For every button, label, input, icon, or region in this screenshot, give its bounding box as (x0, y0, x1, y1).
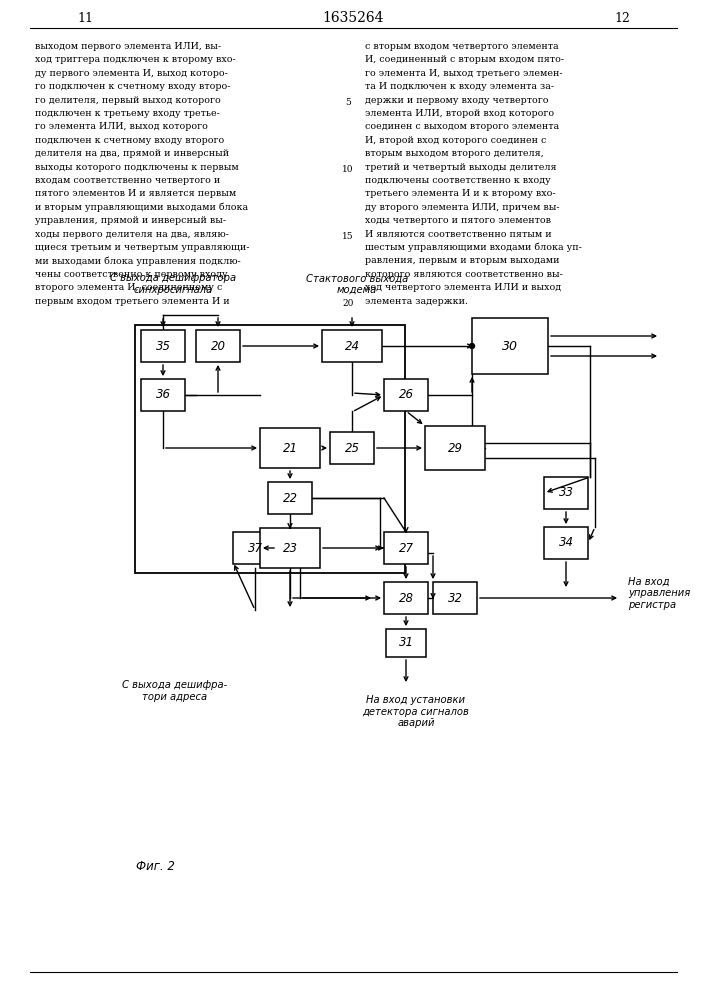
Bar (384, 532, 428, 564)
Text: ду первого элемента И, выход которо-: ду первого элемента И, выход которо- (35, 69, 228, 78)
Bar (322, 330, 382, 362)
Text: И, второй вход которого соединен с: И, второй вход которого соединен с (365, 136, 547, 145)
Text: го элемента И, выход третьего элемен-: го элемента И, выход третьего элемен- (365, 69, 563, 78)
Text: 21: 21 (283, 442, 298, 454)
Bar (233, 532, 277, 564)
Text: 10: 10 (342, 165, 354, 174)
Text: 28: 28 (399, 591, 414, 604)
Text: щиеся третьим и четвертым управляющи-: щиеся третьим и четвертым управляющи- (35, 243, 250, 252)
Text: 22: 22 (283, 491, 298, 504)
Text: шестым управляющими входами блока уп-: шестым управляющими входами блока уп- (365, 243, 582, 252)
Text: Фиг. 2: Фиг. 2 (136, 860, 175, 873)
Text: 27: 27 (399, 542, 414, 554)
Text: 34: 34 (559, 536, 573, 550)
Text: 25: 25 (344, 442, 359, 454)
Text: 1635264: 1635264 (323, 11, 384, 25)
Text: подключены соответственно к входу: подключены соответственно к входу (365, 176, 551, 185)
Bar (260, 528, 320, 568)
Text: С выхода дешифратора
синхросигнала: С выхода дешифратора синхросигнала (110, 273, 236, 295)
Text: выходом первого элемента ИЛИ, вы-: выходом первого элемента ИЛИ, вы- (35, 42, 221, 51)
Text: делителя на два, прямой и инверсный: делителя на два, прямой и инверсный (35, 149, 229, 158)
Text: 29: 29 (448, 442, 462, 454)
Text: элемента ИЛИ, второй вход которого: элемента ИЛИ, второй вход которого (365, 109, 554, 118)
Text: С выхода дешифра-
тори адреса: С выхода дешифра- тори адреса (122, 680, 228, 702)
Text: подключен к третьему входу третье-: подключен к третьему входу третье- (35, 109, 220, 118)
Text: которого являются соответственно вы-: которого являются соответственно вы- (365, 270, 563, 279)
Text: 11: 11 (77, 11, 93, 24)
Text: 12: 12 (614, 11, 630, 24)
Bar (384, 379, 428, 411)
Text: 23: 23 (283, 542, 298, 554)
Bar (268, 482, 312, 514)
Text: 20: 20 (211, 340, 226, 353)
Bar (425, 426, 485, 470)
Text: 35: 35 (156, 340, 170, 353)
Text: 24: 24 (344, 340, 359, 353)
Text: та И подключен к входу элемента за-: та И подключен к входу элемента за- (365, 82, 554, 91)
Text: ходы первого делителя на два, являю-: ходы первого делителя на два, являю- (35, 230, 229, 239)
Text: и вторым управляющими выходами блока: и вторым управляющими выходами блока (35, 203, 248, 212)
Bar (386, 629, 426, 657)
Bar (135, 325, 405, 573)
Bar (330, 432, 374, 464)
Text: третьего элемента И и к второму вхо-: третьего элемента И и к второму вхо- (365, 189, 556, 198)
Text: вторым выходом второго делителя,: вторым выходом второго делителя, (365, 149, 544, 158)
Text: пятого элементов И и является первым: пятого элементов И и является первым (35, 189, 236, 198)
Text: 20: 20 (342, 299, 354, 308)
Bar (472, 318, 548, 374)
Text: ход триггера подключен к второму вхо-: ход триггера подключен к второму вхо- (35, 55, 235, 64)
Text: Стактового выхода
модема: Стактового выхода модема (306, 273, 408, 295)
Text: подключен к счетному входу второго: подключен к счетному входу второго (35, 136, 224, 145)
Text: с вторым входом четвертого элемента: с вторым входом четвертого элемента (365, 42, 559, 51)
Text: го элемента ИЛИ, выход которого: го элемента ИЛИ, выход которого (35, 122, 208, 131)
Text: соединен с выходом второго элемента: соединен с выходом второго элемента (365, 122, 559, 131)
Text: ми выходами блока управления подклю-: ми выходами блока управления подклю- (35, 256, 241, 266)
Text: 32: 32 (448, 591, 462, 604)
Bar (196, 330, 240, 362)
Text: 36: 36 (156, 388, 170, 401)
Text: 26: 26 (399, 388, 414, 401)
Text: 33: 33 (559, 487, 573, 499)
Text: На вход установки
детектора сигналов
аварий: На вход установки детектора сигналов ава… (363, 695, 469, 728)
Bar (260, 428, 320, 468)
Text: чены соответственно к первому входу: чены соответственно к первому входу (35, 270, 228, 279)
Bar (544, 477, 588, 509)
Text: управления, прямой и инверсный вы-: управления, прямой и инверсный вы- (35, 216, 226, 225)
Text: второго элемента И, соединенному с: второго элемента И, соединенному с (35, 283, 223, 292)
Text: На вход
управления
регистра: На вход управления регистра (628, 576, 690, 610)
Text: го делителя, первый выход которого: го делителя, первый выход которого (35, 96, 221, 105)
Bar (384, 582, 428, 614)
Text: выходы которого подключены к первым: выходы которого подключены к первым (35, 163, 239, 172)
Text: первым входом третьего элемента И и: первым входом третьего элемента И и (35, 297, 230, 306)
Text: И, соединенный с вторым входом пято-: И, соединенный с вторым входом пято- (365, 55, 564, 64)
Text: третий и четвертый выходы делителя: третий и четвертый выходы делителя (365, 163, 556, 172)
Bar (141, 379, 185, 411)
Text: И являются соответственно пятым и: И являются соответственно пятым и (365, 230, 551, 239)
Text: равления, первым и вторым выходами: равления, первым и вторым выходами (365, 256, 559, 265)
Text: ходы четвертого и пятого элементов: ходы четвертого и пятого элементов (365, 216, 551, 225)
Text: 5: 5 (345, 98, 351, 107)
Text: входам соответственно четвертого и: входам соответственно четвертого и (35, 176, 221, 185)
Bar (544, 527, 588, 559)
Bar (141, 330, 185, 362)
Bar (433, 582, 477, 614)
Text: ду второго элемента ИЛИ, причем вы-: ду второго элемента ИЛИ, причем вы- (365, 203, 560, 212)
Text: 30: 30 (502, 340, 518, 353)
Text: 31: 31 (399, 637, 414, 650)
Text: го подключен к счетному входу второ-: го подключен к счетному входу второ- (35, 82, 230, 91)
Text: 37: 37 (247, 542, 262, 554)
Text: 15: 15 (342, 232, 354, 241)
Circle shape (469, 344, 474, 349)
Text: ход четвертого элемента ИЛИ и выход: ход четвертого элемента ИЛИ и выход (365, 283, 561, 292)
Text: элемента задержки.: элемента задержки. (365, 297, 468, 306)
Text: держки и первому входу четвертого: держки и первому входу четвертого (365, 96, 549, 105)
